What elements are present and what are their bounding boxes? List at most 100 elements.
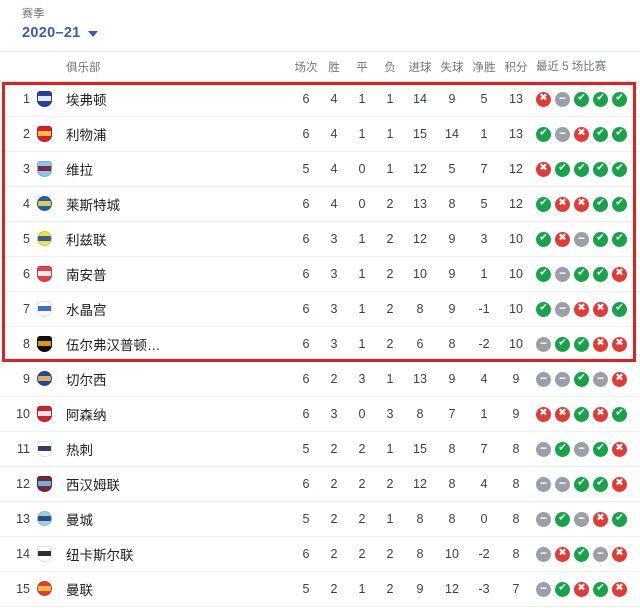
form-win-icon: ✔ (612, 161, 627, 177)
form-draw-icon: − (536, 476, 551, 492)
table-row[interactable]: 2 利物浦 6 4 1 1 15 14 1 13 ✔ − ✖ ✔ ✔ (0, 117, 640, 152)
header-lost: 负 (384, 61, 396, 74)
row-drawn: 2 (358, 547, 366, 561)
table-row[interactable]: 3 维拉 5 4 0 1 12 5 7 12 ✖ ✔ ✔ ✔ ✔ (0, 152, 640, 187)
form-loss-icon: ✖ (593, 511, 608, 527)
form-loss-icon: ✖ (593, 301, 608, 317)
row-won: 3 (330, 267, 338, 281)
table-row[interactable]: 11 热刺 5 2 2 1 15 8 7 8− ✔ − ✔ ✖ (0, 432, 640, 467)
row-club-name[interactable]: 南安普 (66, 268, 107, 283)
form-win-icon: ✔ (536, 301, 551, 317)
form-win-icon: ✔ (593, 476, 608, 492)
row-club-name[interactable]: 水晶宫 (66, 303, 107, 318)
row-points: 8 (512, 442, 520, 456)
row-club-name[interactable]: 西汉姆联 (66, 478, 120, 493)
form-win-icon: ✔ (612, 196, 627, 212)
table-header-row: 俱乐部 场次 胜 平 负 进球 失球 净胜 积分 最近 5 场比赛 (0, 52, 640, 82)
form-win-icon: ✔ (574, 336, 589, 352)
row-rank: 13 (16, 512, 30, 526)
row-goals-for: 12 (413, 162, 427, 176)
row-goal-difference: 5 (480, 197, 488, 211)
club-crest-icon (37, 475, 53, 493)
row-goals-for: 9 (416, 582, 424, 596)
form-win-icon: ✔ (593, 91, 608, 107)
row-goals-against: 7 (448, 407, 456, 421)
form-win-icon: ✔ (593, 196, 608, 212)
row-club-name[interactable]: 埃弗顿 (66, 93, 107, 108)
row-club-name[interactable]: 伍尔弗汉普顿… (66, 338, 161, 353)
row-club-name[interactable]: 纽卡斯尔联 (66, 548, 134, 563)
row-points: 10 (509, 232, 523, 246)
row-crest (30, 440, 60, 458)
row-club-name[interactable]: 阿森纳 (66, 408, 107, 423)
table-row[interactable]: 13 曼城 5 2 2 1 8 8 0 8− ✔ − ✖ ✔ (0, 502, 640, 537)
row-rank: 12 (16, 477, 30, 491)
row-drawn: 1 (358, 127, 366, 141)
row-form: ✖ − ✔ ✔ ✔ (532, 91, 640, 107)
table-row[interactable]: 12 西汉姆联 6 2 2 2 12 8 4 8− − ✔ ✔ ✖ (0, 467, 640, 502)
table-row[interactable]: 14 纽卡斯尔联 6 2 2 2 8 10 -2 8− ✖ ✔ − ✖ (0, 537, 640, 572)
table-row[interactable]: 5 利兹联 6 3 1 2 12 9 3 10 ✔ ✖ − ✔ ✔ (0, 222, 640, 257)
row-drawn: 3 (358, 372, 366, 386)
row-lost: 2 (386, 337, 394, 351)
row-form: ✔ − ✔ ✔ ✖ (532, 266, 640, 282)
row-club-name[interactable]: 利物浦 (66, 128, 107, 143)
form-draw-icon: − (593, 371, 608, 387)
row-club-name[interactable]: 莱斯特城 (66, 198, 120, 213)
table-row[interactable]: 1 埃弗顿 6 4 1 1 14 9 5 13 ✖ − ✔ ✔ ✔ (0, 82, 640, 117)
row-played: 6 (302, 547, 310, 561)
row-points: 8 (512, 477, 520, 491)
row-drawn: 1 (358, 337, 366, 351)
row-crest (30, 300, 60, 318)
row-rank: 11 (17, 442, 30, 456)
row-club-name[interactable]: 曼城 (66, 513, 93, 528)
form-win-icon: ✔ (593, 231, 608, 247)
form-win-icon: ✔ (574, 406, 589, 422)
form-win-icon: ✔ (555, 161, 570, 177)
table-row[interactable]: 9 切尔西 6 2 3 1 13 9 4 9− − ✔ − ✖ (0, 362, 640, 397)
row-club-name[interactable]: 曼联 (66, 583, 93, 598)
row-goal-difference: 7 (480, 162, 488, 176)
row-rank: 10 (16, 407, 30, 421)
row-goals-for: 10 (413, 267, 427, 281)
row-form: − ✔ − ✔ ✖ (532, 441, 640, 457)
form-win-icon: ✔ (555, 441, 570, 457)
row-club-name[interactable]: 切尔西 (66, 373, 107, 388)
row-rank: 4 (23, 197, 30, 211)
table-row[interactable]: 8 伍尔弗汉普顿… 6 3 1 2 6 8 -2 10− ✔ ✔ ✖ ✖ (0, 327, 640, 362)
row-goal-difference: -2 (478, 337, 490, 351)
row-drawn: 1 (358, 582, 366, 596)
table-row[interactable]: 7 水晶宫 6 3 1 2 8 9 -1 10 ✔ − ✖ ✖ ✔ (0, 292, 640, 327)
row-lost: 2 (386, 267, 394, 281)
form-win-icon: ✔ (574, 371, 589, 387)
row-club-name[interactable]: 利兹联 (66, 233, 107, 248)
row-points: 12 (509, 162, 523, 176)
table-row[interactable]: 4 莱斯特城 6 4 0 2 13 8 5 12 ✔ ✖ ✖ ✔ ✔ (0, 187, 640, 222)
table-row[interactable]: 10 阿森纳 6 3 0 3 8 7 1 9 ✖ ✖ ✔ ✖ ✔ (0, 397, 640, 432)
table-row[interactable]: 6 南安普 6 3 1 2 10 9 1 10 ✔ − ✔ ✔ ✖ (0, 257, 640, 292)
row-goals-against: 5 (448, 162, 456, 176)
row-won: 2 (330, 512, 338, 526)
form-loss-icon: ✖ (555, 196, 570, 212)
row-crest (30, 90, 60, 108)
form-draw-icon: − (574, 511, 589, 527)
row-lost: 2 (386, 582, 394, 596)
club-crest-icon (37, 125, 53, 143)
form-draw-icon: − (555, 266, 570, 282)
table-row[interactable]: 15 曼联 5 2 1 2 9 12 -3 7− ✔ ✖ ✔ ✖ (0, 572, 640, 607)
row-club-name[interactable]: 热刺 (66, 443, 93, 458)
form-win-icon: ✔ (593, 161, 608, 177)
form-loss-icon: ✖ (612, 266, 627, 282)
row-points: 9 (512, 407, 520, 421)
row-goals-for: 8 (416, 302, 424, 316)
row-goals-for: 8 (416, 512, 424, 526)
row-drawn: 1 (358, 232, 366, 246)
row-played: 6 (302, 372, 310, 386)
row-goal-difference: 7 (480, 442, 488, 456)
row-drawn: 0 (358, 162, 366, 176)
form-loss-icon: ✖ (574, 581, 589, 597)
row-won: 3 (330, 407, 338, 421)
row-club-name[interactable]: 维拉 (66, 163, 93, 178)
club-crest-icon (37, 160, 53, 178)
season-dropdown[interactable]: 2020–21 (22, 25, 98, 41)
